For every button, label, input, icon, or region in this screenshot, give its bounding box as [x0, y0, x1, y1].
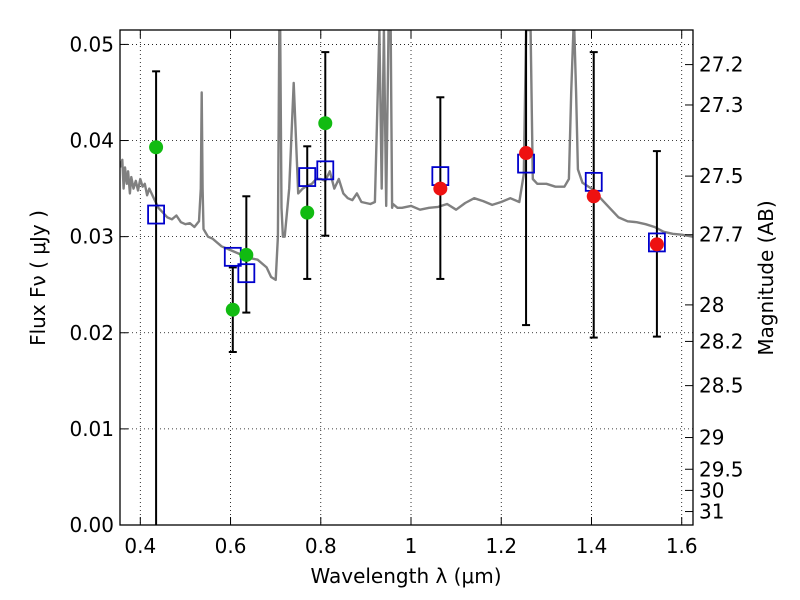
errorbar	[522, 30, 531, 327]
x-tick-label: 1.2	[485, 534, 517, 558]
errorbar	[321, 51, 330, 237]
model-point-square	[648, 232, 666, 253]
observed-points-layer	[149, 116, 664, 317]
x-axis-label: Wavelength λ (μm)	[310, 564, 501, 588]
observed-point	[433, 181, 448, 196]
model-spectrum-line	[120, 30, 693, 282]
right-tick-label: 27.5	[699, 164, 744, 188]
model-point-square	[237, 263, 256, 284]
x-tick-label: 0.4	[124, 534, 156, 558]
right-tick-label: 27.2	[699, 53, 744, 77]
y-tick-label: 0.00	[69, 513, 114, 537]
model-point-square	[298, 167, 317, 187]
right-tick-label: 29	[699, 426, 724, 450]
model-point-square	[316, 160, 335, 181]
x-tick-label: 1.4	[576, 534, 608, 558]
model-spectrum-layer	[120, 30, 693, 282]
y-axis-ticks: 0.00 0.01 0.02 0.03 0.04 0.05	[69, 32, 128, 537]
grid-lines	[120, 30, 693, 525]
model-point-square	[147, 204, 165, 225]
right-tick-label: 28.2	[699, 329, 744, 353]
observed-point	[225, 302, 240, 317]
x-tick-label: 0.6	[215, 534, 247, 558]
right-tick-label: 31	[699, 500, 724, 524]
right-tick-label: 29.5	[699, 457, 744, 481]
x-tick-label: 0.8	[305, 534, 337, 558]
right-tick-label: 27.7	[699, 223, 744, 247]
y-axis-label: Flux Fν ( μJy )	[26, 210, 50, 346]
x-tick-label: 1.6	[666, 534, 698, 558]
x-tick-label: 1	[405, 534, 418, 558]
observed-point	[649, 237, 664, 252]
observed-point	[300, 205, 315, 220]
y-tick-label: 0.05	[69, 32, 114, 56]
right-tick-label: 30	[699, 478, 724, 502]
plot-frame	[119, 29, 694, 526]
observed-point	[519, 146, 534, 161]
observed-point	[149, 140, 164, 155]
y-tick-label: 0.03	[69, 225, 114, 249]
y-tick-label: 0.02	[69, 321, 114, 345]
y-tick-label: 0.01	[69, 417, 114, 441]
right-tick-label: 27.3	[699, 93, 744, 117]
errorbar	[152, 70, 161, 525]
observed-point	[318, 116, 333, 131]
model-points-layer	[147, 153, 666, 284]
right-axis-label: Magnitude (AB)	[754, 200, 778, 355]
x-axis-ticks: 0.4 0.6 0.8 1 1.2 1.4 1.6	[124, 30, 698, 558]
right-tick-label: 28	[699, 293, 724, 317]
observed-point	[239, 247, 254, 262]
right-tick-label: 28.5	[699, 374, 744, 398]
y-tick-label: 0.04	[69, 129, 114, 153]
errorbars-layer	[152, 30, 661, 525]
observed-point	[586, 189, 601, 204]
